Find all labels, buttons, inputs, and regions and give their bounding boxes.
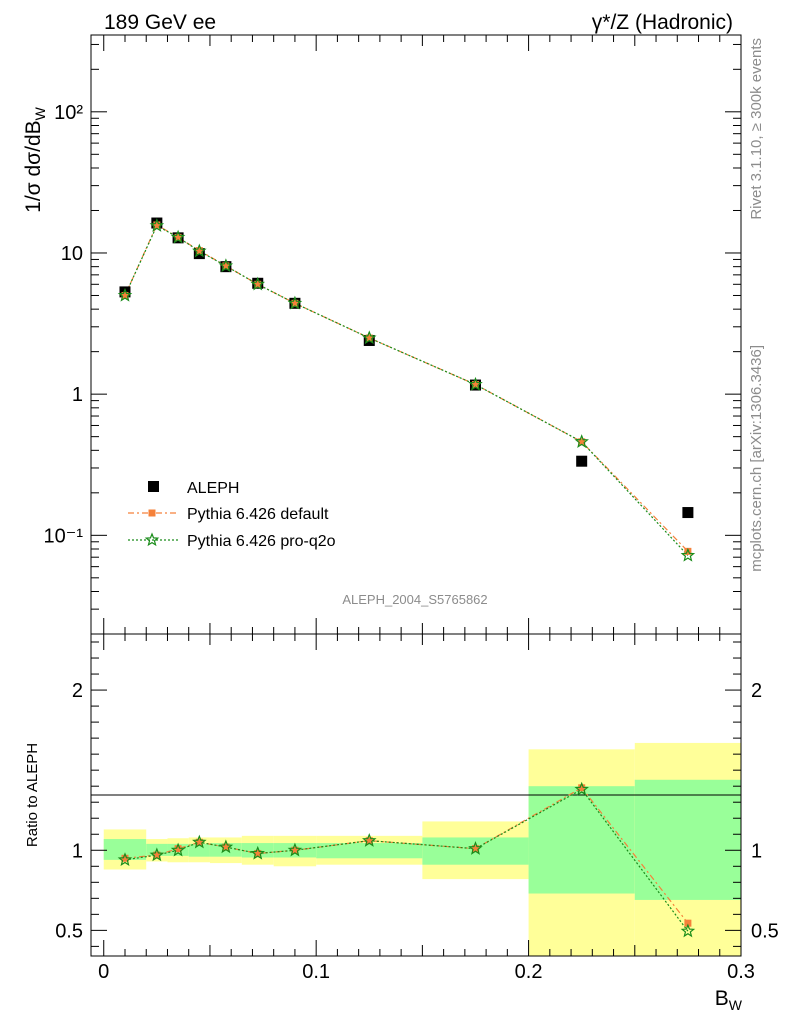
main-axes: 10⁻¹ 1 10 10²: [44, 35, 742, 635]
ratio-xtick-label: 0.2: [515, 961, 543, 983]
process-title: γ*/Z (Hadronic): [592, 11, 733, 34]
proq2o-point: [680, 547, 696, 562]
main-ytick-label: 10: [61, 243, 83, 265]
ratio-default-point: [578, 784, 586, 792]
ratio-default-point: [195, 838, 203, 846]
ratio-band-inner: [316, 843, 423, 859]
ratio-proq2o-point: [361, 833, 377, 847]
aleph-point: [119, 286, 131, 298]
default-point: [174, 233, 182, 241]
ratio-band-inner: [634, 779, 741, 900]
ratio-band-inner: [528, 786, 635, 894]
ratio-default-point: [365, 837, 373, 845]
ratio-ytick-label-right: 0.5: [751, 920, 779, 942]
default-point: [291, 299, 299, 307]
default-point: [365, 334, 373, 342]
proq2o-point: [149, 218, 165, 232]
proq2o-point: [218, 258, 234, 273]
legend-marker-aleph: [148, 481, 159, 492]
default-point: [578, 438, 586, 446]
proq2o-point: [250, 276, 266, 291]
main-ytick-label: 10⁻¹: [44, 525, 84, 547]
ratio-data-layer: [117, 781, 696, 938]
default-point: [254, 280, 262, 288]
main-ytick-label: 1: [72, 384, 83, 406]
ratio-proq2o-point: [468, 841, 483, 855]
ratio-default-point: [153, 851, 161, 859]
main-data-layer: [117, 217, 696, 562]
ratio-ytick-label-right: 2: [751, 680, 762, 702]
ratio-proq2o-point: [680, 923, 696, 938]
energy-title: 189 GeV ee: [104, 11, 216, 34]
main-ylabel: 1/σ dσ/dBW: [22, 106, 48, 212]
ratio-default-point: [174, 845, 182, 853]
ratio-ytick-label-right: 1: [751, 840, 762, 862]
proq2o-point: [468, 376, 483, 391]
proq2o-point: [170, 229, 186, 244]
proq2o-point: [361, 330, 377, 345]
ratio-default-point: [254, 849, 262, 857]
main-ylabel-sub: W: [32, 106, 48, 120]
legend-label-default: Pythia 6.426 default: [187, 506, 329, 523]
default-point: [121, 291, 129, 299]
ratio-xtick-label: 0: [98, 961, 109, 983]
aleph-point: [576, 455, 588, 467]
default-series-line: [124, 224, 689, 552]
main-ylabel-text: 1/σ dσ/dB: [22, 120, 45, 212]
default-point: [471, 381, 479, 389]
ratio-default-point: [291, 846, 299, 854]
ratio-default-point: [684, 919, 692, 927]
ratio-default-point: [471, 845, 479, 853]
proq2o-point: [192, 243, 207, 258]
ratio-default-point: [222, 843, 230, 851]
ratio-ytick-label-left: 1: [72, 840, 83, 862]
x-axis-label-text: B: [715, 987, 729, 1010]
ratio-proq2o-point: [192, 834, 207, 849]
ratio-xtick-label: 0.1: [302, 961, 330, 983]
ratio-proq2o-point: [287, 842, 303, 857]
legend-label-proq2o: Pythia 6.426 pro-q2o: [187, 533, 336, 550]
ratio-ytick-label-left: 2: [72, 680, 83, 702]
proq2o-point: [287, 295, 303, 310]
main-ytick-label: 10²: [54, 102, 83, 124]
x-axis-label-sub: W: [729, 997, 743, 1013]
ratio-bands: [103, 742, 741, 956]
proq2o-point: [117, 287, 133, 302]
ratio-band-inner: [103, 839, 147, 860]
ratio-ylabel: Ratio to ALEPH: [24, 743, 41, 847]
ratio-proq2o-point: [117, 852, 133, 867]
ratio-proq2o-point: [218, 839, 234, 854]
default-point: [222, 262, 230, 270]
analysis-label: ALEPH_2004_S5765862: [342, 592, 487, 607]
legend-marker-proq2o: [144, 532, 160, 547]
rivet-label: Rivet 3.1.10, ≥ 300k events: [748, 38, 765, 220]
ratio-proq2o-point: [170, 842, 186, 857]
default-point: [195, 247, 203, 255]
default-point: [684, 547, 692, 555]
ratio-band-inner: [188, 843, 210, 857]
ratio-proq2o-point: [149, 847, 165, 862]
legend: ALEPH Pythia 6.426 default Pythia 6.426 …: [128, 480, 336, 550]
aleph-point: [682, 507, 694, 519]
ratio-proq2o-point: [250, 845, 266, 860]
ratio-axes: 0.5 0.5 1 1 2 2 0 0.1 0.2 0.3: [55, 634, 779, 983]
x-axis-label: BW: [715, 987, 743, 1013]
mcplots-label: mcplots.cern.ch [arXiv:1306.3436]: [748, 345, 765, 572]
proq2o-point: [574, 434, 589, 448]
default-point: [153, 221, 161, 229]
ratio-default-point: [121, 854, 129, 862]
legend-label-aleph: ALEPH: [187, 480, 239, 497]
ratio-proq2o-point: [574, 781, 589, 796]
ratio-xtick-label: 0.3: [727, 961, 755, 983]
legend-marker-default: [148, 509, 156, 517]
ratio-ytick-label-left: 0.5: [55, 920, 83, 942]
ratio-frame: [90, 633, 742, 957]
